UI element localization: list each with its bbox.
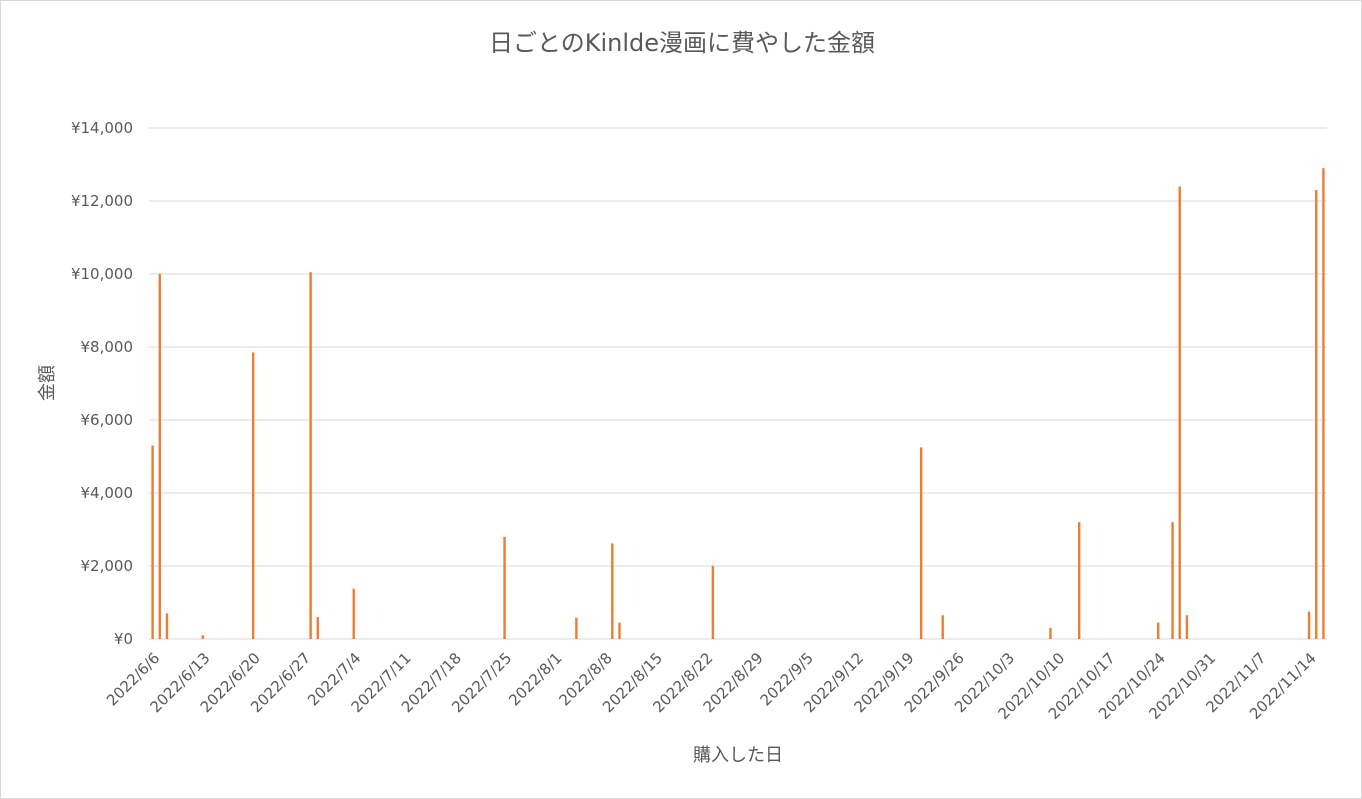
bar — [503, 536, 506, 639]
gridlines — [149, 127, 1327, 640]
bar — [1178, 186, 1181, 639]
x-axis-title: 購入した日 — [693, 745, 783, 766]
bar — [941, 615, 944, 639]
bar — [1315, 190, 1318, 640]
x-axis-tick-labels: 2022/6/62022/6/132022/6/202022/6/272022/… — [103, 649, 1320, 723]
bar — [919, 447, 923, 639]
bar — [1171, 522, 1174, 639]
bar — [618, 622, 621, 639]
bar — [1307, 611, 1311, 639]
bar — [611, 543, 614, 639]
bar — [316, 617, 319, 639]
bar — [151, 445, 154, 639]
y-tick-label: ¥12,000 — [71, 192, 133, 210]
bar — [158, 274, 161, 639]
bar — [1049, 628, 1052, 639]
y-tick-label: ¥8,000 — [81, 338, 134, 356]
y-tick-label: ¥4,000 — [81, 484, 134, 502]
bar — [1185, 615, 1189, 639]
y-tick-label: ¥10,000 — [71, 265, 133, 283]
bar — [352, 588, 355, 639]
bar — [1157, 622, 1160, 639]
bar — [201, 635, 205, 639]
y-axis-tick-labels: ¥0 ¥2,000 ¥4,000 ¥6,000 ¥8,000 ¥10,000 ¥12,000… — [71, 119, 133, 648]
y-tick-label: ¥14,000 — [71, 119, 133, 137]
bars — [151, 168, 1325, 640]
bar — [309, 272, 312, 639]
bar — [251, 352, 255, 639]
bar — [711, 566, 715, 639]
y-tick-label: ¥6,000 — [81, 411, 134, 429]
y-tick-label: ¥0 — [114, 630, 133, 648]
x-tick-label: 2022/8/1 — [505, 649, 565, 709]
y-tick-label: ¥2,000 — [81, 557, 134, 575]
bar — [1322, 168, 1325, 639]
bar — [165, 613, 169, 639]
bar — [1077, 522, 1081, 639]
chart-title: 日ごとのKinlde漫画に費やした金額 — [489, 29, 875, 57]
y-axis-title: 金額 — [37, 365, 58, 401]
bar — [575, 617, 578, 639]
